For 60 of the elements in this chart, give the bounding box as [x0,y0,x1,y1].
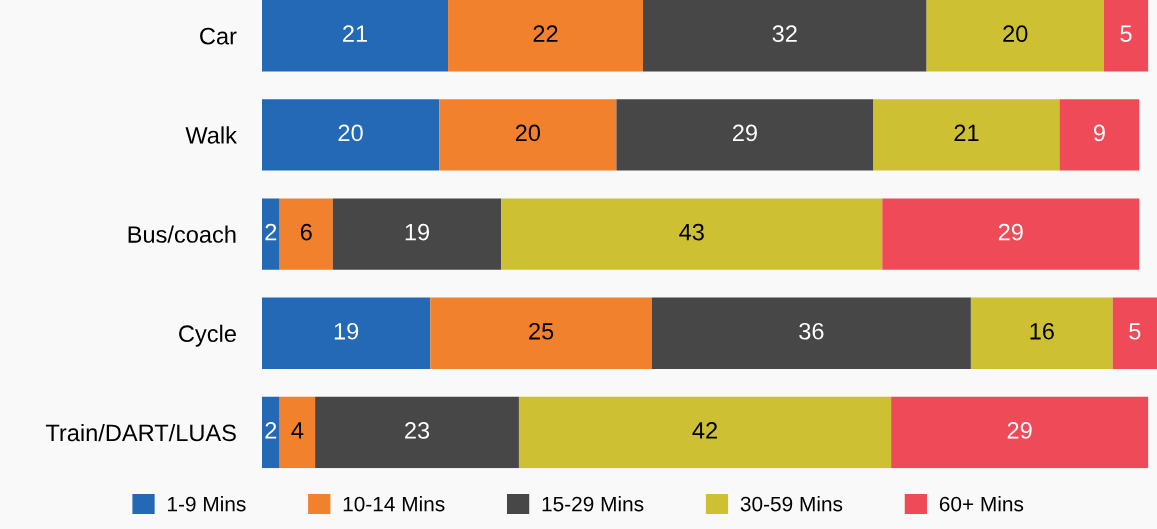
bar [926,0,1104,72]
legend-label: 60+ Mins [939,496,1024,512]
bar [1103,0,1149,72]
data-label: 29 [732,124,757,142]
data-label: 5 [1120,25,1132,43]
data-label: 6 [300,223,312,241]
bar [430,297,652,369]
data-label: 23 [405,422,430,439]
bar [448,0,644,72]
y-tick-label: Bus/coach [128,225,236,243]
bar [332,198,502,270]
data-label: 16 [1030,322,1054,340]
data-label: 19 [334,322,359,340]
bar [882,198,1140,270]
data-label: 32 [772,25,797,43]
data-label: 4 [291,422,304,439]
bar [439,99,617,171]
y-tick-label: Car [200,27,237,45]
legend-label: 15-29 Mins [542,496,644,512]
data-label: 9 [1093,124,1105,142]
bar [261,396,280,469]
data-label: 2 [265,422,277,439]
data-label: 21 [343,25,367,42]
bar [518,396,892,469]
bar [873,99,1060,171]
data-label: 19 [405,223,430,241]
bar [279,396,316,469]
data-label: 20 [1003,25,1028,43]
bar [261,297,431,369]
data-label: 22 [533,25,558,42]
data-label: 2 [265,223,277,241]
legend-label: 10-14 Mins [343,496,445,512]
bar [970,297,1113,369]
data-label: 29 [998,223,1023,241]
bar [616,99,874,171]
data-label: 36 [799,322,824,340]
y-tick-label: Cycle [179,324,236,347]
bar [891,396,1149,469]
data-label: 5 [1129,323,1141,340]
bar [261,198,280,270]
bar [501,198,883,270]
bar [651,297,971,369]
data-label: 21 [954,124,979,141]
legend-label: 30-59 Mins [740,496,843,512]
bar [279,198,333,270]
data-label: 20 [515,124,541,142]
bar [643,0,927,72]
data-label: 42 [692,422,717,439]
bar [1059,99,1140,171]
bar [261,0,449,72]
legend-label: 1-9 Mins [168,496,246,512]
y-tick-label: Train/DART/LUAS [45,423,236,442]
bar [261,99,440,171]
bar [315,396,519,469]
y-tick-label: Walk [185,126,237,144]
data-label: 29 [1007,422,1032,439]
data-label: 43 [679,223,704,241]
data-label: 20 [338,124,363,142]
bar [1112,297,1157,369]
data-label: 25 [529,322,554,340]
